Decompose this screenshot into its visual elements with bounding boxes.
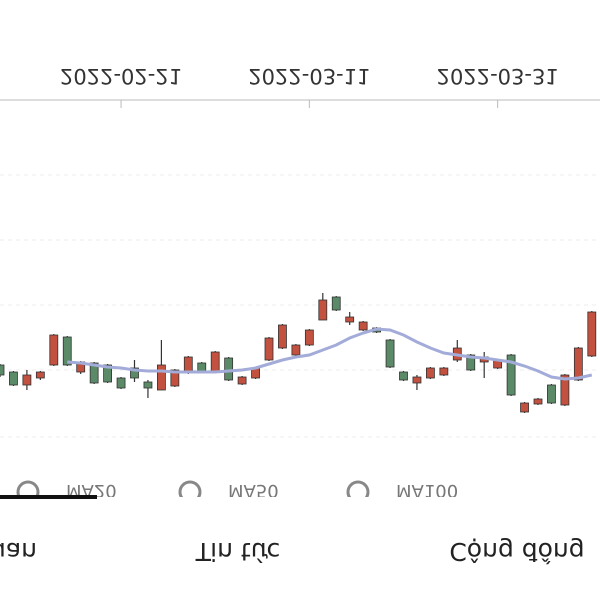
candle-body [237,376,247,385]
candle-body [143,381,153,389]
tab[interactable]: Tổng quan [0,537,37,566]
candle-body [304,329,314,346]
candle-body [0,364,5,376]
candle-body [533,398,543,405]
candle-body [385,339,395,368]
candle-body [506,354,516,396]
candle-body [560,374,570,406]
tab[interactable]: Cộng đồng [449,537,584,566]
tab-bar [0,497,600,600]
candle-body [425,367,435,379]
grid [0,174,600,438]
legend-label: MA100 [396,480,458,501]
candle-body [345,316,355,323]
candle-body [278,324,287,349]
candle-body [318,299,328,321]
ma-line [67,327,593,381]
candle-body [520,402,529,413]
x-tick-label: 2022-03-31 [437,64,559,88]
candle-body [62,336,72,366]
candle-body [49,334,59,366]
candle-body [466,354,476,371]
candle-body [547,384,556,404]
x-tick-label: 2022-03-11 [248,64,370,88]
candle-body [103,364,112,383]
candle-body [587,311,597,357]
candle-body [399,371,408,381]
candle-body [89,362,99,384]
candle-body [130,367,139,379]
candle-body [358,321,368,331]
candle-body [22,374,32,386]
candle-body [156,364,166,391]
tab[interactable]: Tin tức [195,537,281,566]
candle-body [331,296,341,311]
candle-body [210,351,220,373]
tab-underline [0,495,97,499]
candle-body [412,376,422,384]
candle-body [291,344,301,356]
candle-body [9,371,18,386]
candle-body [224,357,234,381]
candle-body [439,367,449,376]
candle-body [116,377,126,389]
candle-body [573,347,583,381]
candle-body [35,371,45,379]
legend-label: MA50 [228,480,279,501]
candle-body [170,369,180,387]
x-tick-label: 2022-02-21 [60,64,182,88]
candle-body [264,337,274,361]
